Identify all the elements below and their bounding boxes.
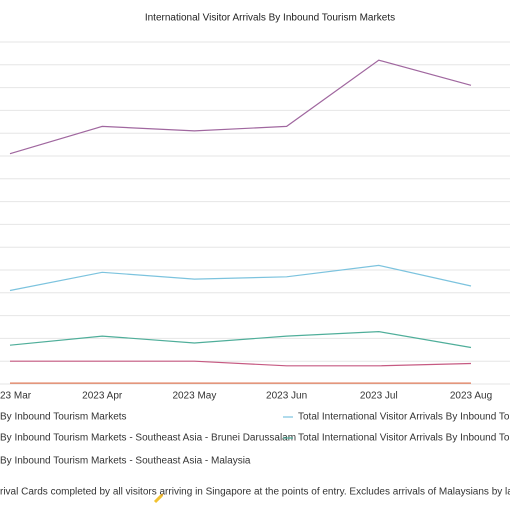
series-line — [9, 59, 472, 155]
series-line — [9, 330, 472, 349]
x-tick-label: 2023 Aug — [450, 391, 492, 402]
legend-label: Total International Visitor Arrivals By … — [298, 433, 510, 444]
legend-label: By Inbound Tourism Markets - Southeast A… — [0, 433, 296, 444]
x-tick-label: 2023 Jun — [266, 391, 307, 402]
x-tick-label: 2023 Jul — [360, 391, 398, 402]
legend-label: Total International Visitor Arrivals By … — [298, 412, 510, 423]
series-line — [10, 360, 472, 367]
chart-title: International Visitor Arrivals By Inboun… — [145, 13, 395, 24]
x-tick-label: 2023 Apr — [82, 391, 123, 402]
legend-label: By Inbound Tourism Markets — [0, 412, 127, 423]
x-tick-label: 2023 May — [172, 391, 216, 402]
pencil-body — [153, 494, 163, 504]
x-tick-label: 2023 Mar — [0, 391, 32, 402]
legend-label: By Inbound Tourism Markets - Southeast A… — [0, 456, 251, 467]
series-line — [9, 264, 472, 292]
footnote: rival Cards completed by all visitors ar… — [0, 487, 510, 498]
